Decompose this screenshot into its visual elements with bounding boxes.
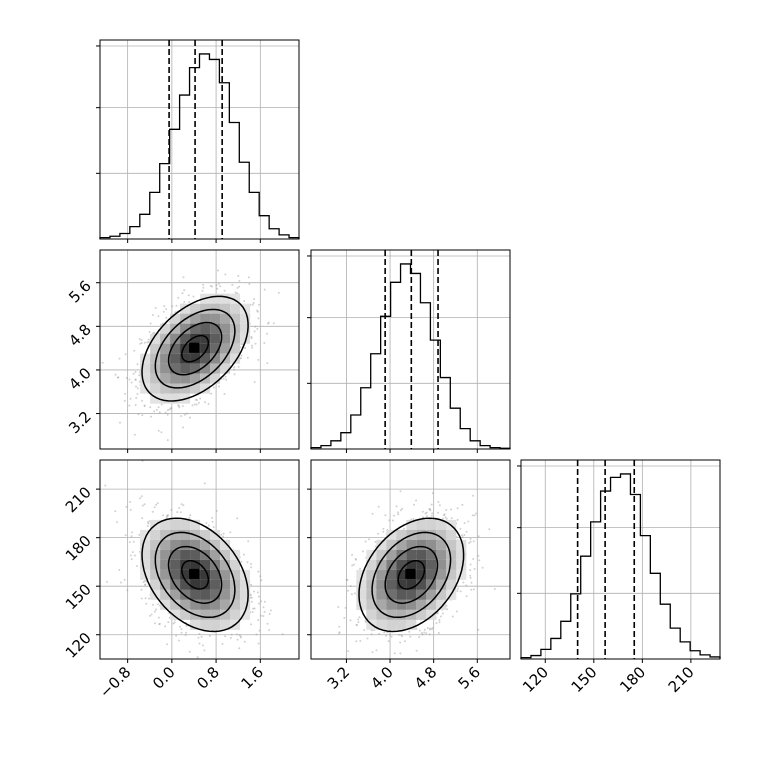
panel-frame <box>310 249 511 450</box>
y-tick-label: 3.2 <box>65 408 95 438</box>
x-tick-label: 5.6 <box>455 663 485 693</box>
x-tick-label: 120 <box>519 663 552 696</box>
y-tick-label: 150 <box>62 580 95 613</box>
panel-frame <box>99 459 300 660</box>
panel-frame <box>520 459 721 660</box>
x-tick-label: 180 <box>616 663 649 696</box>
contour-0-0 <box>181 334 210 363</box>
histogram-step-1 <box>310 263 511 449</box>
density-peak <box>405 568 416 579</box>
grid <box>521 460 720 659</box>
panel-frame <box>99 39 300 240</box>
density-peak <box>189 568 200 579</box>
contour-2-0 <box>397 559 426 590</box>
x-tick-label: 3.2 <box>324 663 354 693</box>
contour-0-1 <box>167 321 223 376</box>
contour-2-2 <box>371 531 452 619</box>
panel-frame <box>99 249 300 450</box>
grid <box>100 40 299 239</box>
y-tick-label: 180 <box>62 532 95 565</box>
grid <box>100 250 299 449</box>
y-tick-label: 210 <box>62 483 95 516</box>
contour-1-1 <box>167 545 223 604</box>
x-tick-label: 150 <box>568 663 601 696</box>
panel-frame <box>310 459 511 660</box>
density-cells <box>140 293 251 404</box>
contour-1-0 <box>181 559 210 590</box>
contour-0-3 <box>141 295 249 402</box>
contour-1-2 <box>154 531 236 619</box>
density-cells <box>356 519 467 630</box>
contour-1-3 <box>141 517 249 633</box>
x-tick-label: −0.8 <box>96 663 134 701</box>
density-panel-0 <box>101 269 280 449</box>
x-tick-label: 4.8 <box>411 663 441 693</box>
histogram-step-2 <box>520 473 721 659</box>
density-panel-1 <box>104 460 284 659</box>
histogram-step-0 <box>99 53 300 239</box>
x-tick-label: 0.0 <box>149 663 179 693</box>
grid <box>311 250 510 449</box>
density-cells <box>140 519 251 630</box>
y-tick-label: 4.0 <box>65 364 95 394</box>
x-tick-label: 0.8 <box>193 663 223 693</box>
y-tick-label: 5.6 <box>65 277 95 307</box>
contour-0-2 <box>154 308 236 389</box>
contour-2-1 <box>384 545 439 604</box>
y-tick-label: 120 <box>62 629 95 662</box>
density-panel-2 <box>337 490 496 655</box>
density-peak <box>189 342 200 353</box>
x-tick-label: 210 <box>665 663 698 696</box>
contour-2-3 <box>358 517 465 633</box>
x-tick-label: 1.6 <box>238 663 268 693</box>
x-tick-label: 4.0 <box>367 663 397 693</box>
y-tick-label: 4.8 <box>65 320 95 350</box>
